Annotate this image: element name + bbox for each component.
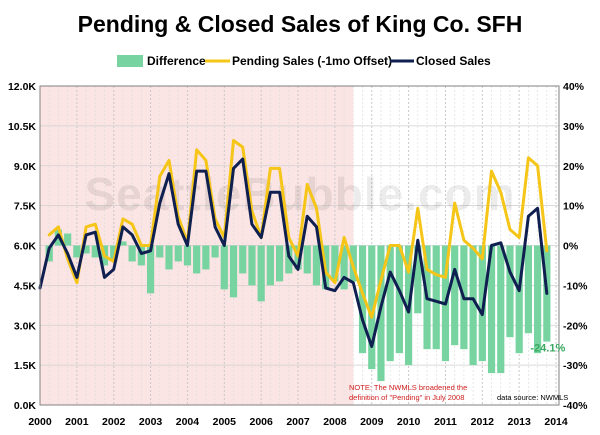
difference-bar: [276, 245, 284, 282]
difference-bar: [174, 245, 182, 262]
difference-bar: [506, 245, 514, 338]
difference-bar: [285, 245, 293, 274]
difference-bar: [202, 245, 210, 270]
data-source: data source: NWMLS: [497, 393, 568, 402]
y-left-tick-label: 3.0K: [14, 320, 37, 332]
difference-bar: [487, 245, 496, 374]
y-left-tick-label: 4.5K: [14, 280, 37, 292]
difference-bar: [257, 245, 265, 302]
legend-swatch-difference: [117, 55, 143, 67]
difference-bar: [193, 245, 201, 274]
x-tick-label: 2003: [139, 416, 163, 428]
legend-label-closed: Closed Sales: [416, 54, 491, 68]
difference-bar: [220, 245, 228, 290]
difference-bar: [183, 245, 192, 266]
difference-bar: [358, 245, 367, 354]
y-right-tick-label: 10%: [563, 201, 585, 213]
difference-bar: [340, 245, 348, 290]
difference-bar: [73, 245, 81, 258]
difference-bar: [156, 245, 164, 258]
difference-bar: [165, 245, 173, 270]
difference-bar: [524, 245, 532, 334]
difference-bar: [303, 245, 311, 274]
difference-bar: [82, 245, 90, 254]
difference-bar: [451, 245, 459, 346]
difference-bar: [534, 245, 542, 354]
y-right-tick-label: 30%: [563, 121, 585, 133]
difference-bar: [331, 245, 339, 282]
y-left-tick-label: 1.5K: [14, 360, 37, 372]
difference-bar: [128, 245, 136, 262]
x-tick-label: 2013: [508, 416, 532, 428]
x-tick-label: 2004: [176, 416, 200, 428]
y-left-tick-label: 0.0K: [14, 400, 37, 412]
difference-bar: [395, 245, 403, 354]
note-line-2: definition of "Pending" in July 2008: [349, 393, 464, 402]
x-tick-label: 2008: [323, 416, 347, 428]
difference-bar: [414, 245, 422, 314]
y-right-tick-label: -30%: [563, 360, 588, 372]
chart-title: Pending & Closed Sales of King Co. SFH: [78, 11, 523, 37]
y-left-tick-label: 12.0K: [8, 81, 36, 93]
closed-sales-line: [38, 157, 549, 348]
y-right-tick-label: -10%: [563, 280, 588, 292]
y-left-tick-label: 6.0K: [14, 241, 37, 253]
x-tick-label: 2011: [434, 416, 457, 428]
x-tick-label: 2007: [286, 416, 310, 428]
y-right-tick-label: -20%: [563, 320, 588, 332]
difference-bar: [91, 245, 99, 258]
y-left-tick-label: 10.5K: [8, 121, 36, 133]
difference-bar: [64, 233, 72, 246]
legend-label-difference: Difference: [147, 54, 206, 68]
difference-bar: [515, 245, 523, 354]
difference-bar: [137, 245, 145, 266]
legend: Difference Pending Sales (-1mo Offset) C…: [117, 54, 491, 68]
x-tick-label: 2006: [249, 416, 273, 428]
difference-bar: [110, 245, 118, 262]
x-tick-label: 2009: [360, 416, 384, 428]
difference-bar: [312, 245, 321, 286]
difference-bar: [211, 245, 219, 258]
difference-bar: [239, 245, 247, 274]
y-left-tick-label: 9.0K: [14, 161, 37, 173]
plot-area: SeattleBubble.com 0.0K 1.5K 3.0K 4.5K 6.0K 7.5…: [8, 81, 588, 428]
difference-bar: [386, 245, 394, 362]
difference-data-label: -24.1%: [530, 343, 565, 355]
plot-border: [39, 85, 560, 406]
legend-label-pending: Pending Sales (-1mo Offset): [232, 54, 392, 68]
x-tick-label: 2002: [102, 416, 126, 428]
x-tick-label: 2001: [65, 416, 89, 428]
x-tick-label: 2014: [544, 416, 568, 428]
x-tick-label: 2000: [28, 416, 52, 428]
difference-bar: [119, 241, 127, 246]
watermark: SeattleBubble.com: [84, 168, 515, 220]
difference-bar: [146, 245, 155, 294]
difference-bar: [432, 245, 440, 350]
y-right-tick-label: 40%: [563, 81, 585, 93]
difference-bar: [497, 245, 505, 374]
difference-bar: [229, 245, 238, 298]
difference-bar: [368, 245, 376, 370]
difference-bar: [248, 245, 256, 286]
x-tick-label: 2012: [471, 416, 495, 428]
y-right-tick-label: 0%: [563, 241, 579, 253]
pending-sales-line: [47, 139, 549, 319]
y-right-tick-label: -40%: [563, 400, 588, 412]
y-right-tick-label: 20%: [563, 161, 585, 173]
x-tick-label: 2005: [213, 416, 237, 428]
x-tick-label: 2010: [397, 416, 421, 428]
note-line-1: NOTE: The NWMLS broadened the: [349, 383, 467, 392]
y-left-tick-label: 7.5K: [14, 201, 37, 213]
difference-bar: [469, 245, 477, 366]
difference-bar: [266, 245, 274, 286]
